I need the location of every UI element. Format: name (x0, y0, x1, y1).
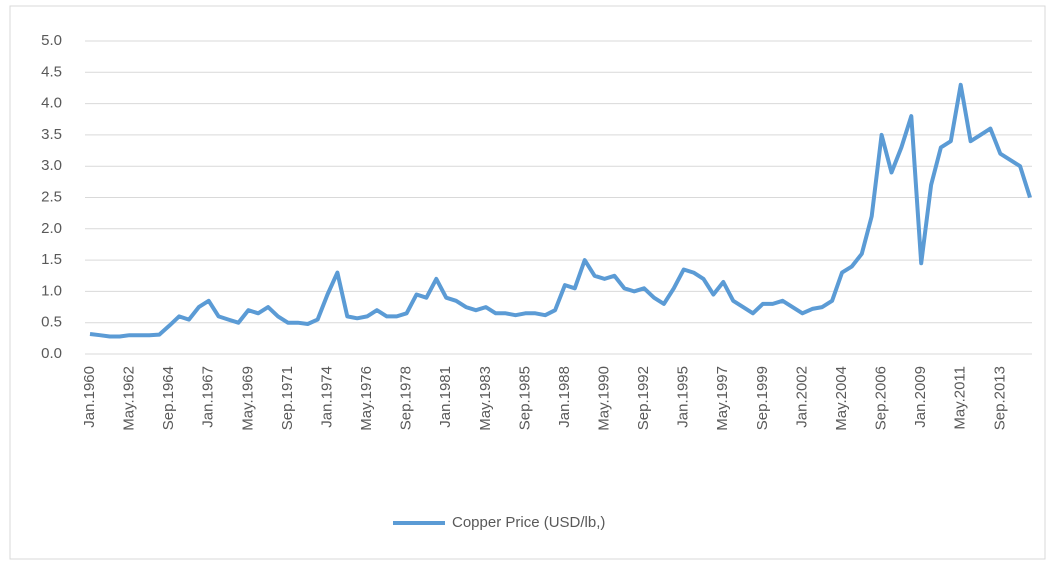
y-tick-label: 2.5 (41, 188, 62, 205)
x-tick-label: May.1990 (595, 366, 612, 431)
x-tick-label: Jan.1981 (437, 366, 454, 428)
x-tick-label: Jan.2009 (912, 366, 929, 428)
y-tick-label: 4.0 (41, 95, 62, 112)
y-tick-label: 0.0 (41, 345, 62, 362)
y-tick-label: 3.5 (41, 126, 62, 143)
y-tick-label: 4.5 (41, 63, 62, 80)
x-tick-label: May.1976 (358, 366, 375, 431)
y-tick-label: 1.5 (41, 251, 62, 268)
x-tick-label: Sep.1971 (279, 366, 296, 430)
x-tick-label: Sep.2006 (873, 366, 890, 430)
x-tick-label: Jan.1974 (318, 366, 335, 428)
y-tick-label: 1.0 (41, 282, 62, 299)
y-tick-label: 2.0 (41, 220, 62, 237)
x-tick-label: Jan.1967 (200, 366, 217, 428)
chart-frame (9, 5, 1046, 560)
x-tick-label: Jan.1995 (675, 366, 692, 428)
y-tick-label: 5.0 (41, 32, 62, 49)
x-tick-label: Sep.1985 (516, 366, 533, 430)
x-tick-label: Jan.1988 (556, 366, 573, 428)
x-tick-label: Sep.1992 (635, 366, 652, 430)
x-tick-label: May.1983 (477, 366, 494, 431)
x-tick-label: May.2011 (952, 366, 969, 430)
x-tick-label: Sep.1978 (398, 366, 415, 430)
x-tick-label: Jan.2002 (793, 366, 810, 428)
x-tick-label: May.1997 (714, 366, 731, 431)
y-tick-label: 3.0 (41, 157, 62, 174)
x-tick-label: May.1962 (121, 366, 138, 431)
x-tick-label: Sep.1964 (160, 366, 177, 430)
x-tick-label: May.2004 (833, 366, 850, 431)
y-tick-label: 0.5 (41, 314, 62, 331)
legend-label: Copper Price (USD/lb,) (452, 514, 605, 531)
data-line (89, 82, 1032, 339)
x-tick-label: Sep.2013 (991, 366, 1008, 430)
x-tick-label: May.1969 (239, 366, 256, 431)
x-tick-label: Jan.1960 (81, 366, 98, 428)
x-tick-label: Sep.1999 (754, 366, 771, 430)
